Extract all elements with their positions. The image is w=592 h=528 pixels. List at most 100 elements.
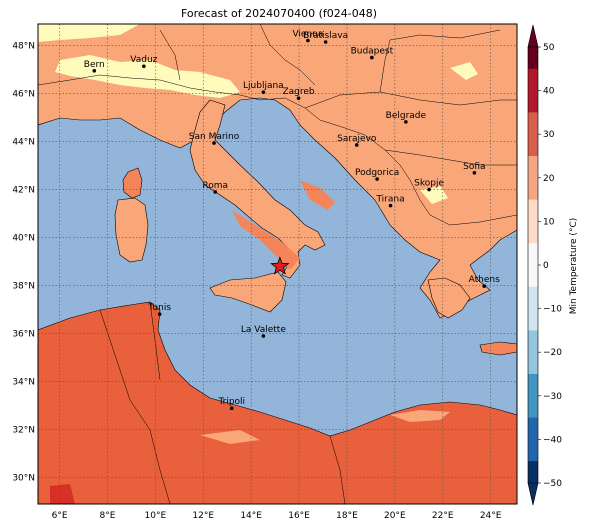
longitude-tick-labels: 6°E 8°E 10°E 12°E 14°E 16°E 18°E 20°E 22°E 24°E — [52, 511, 502, 521]
map-title: Forecast of 2024070400 (f024-048) — [181, 7, 377, 20]
colorbar-min-arrow — [527, 482, 539, 506]
colorbar-segment — [528, 68, 538, 92]
city-dot — [404, 120, 408, 124]
colorbar-segment — [528, 308, 538, 331]
city-dot — [472, 171, 477, 175]
city-dot — [370, 55, 374, 60]
colorbar-segment — [528, 352, 538, 375]
latitude-tick-label: 44°N — [12, 138, 35, 148]
city-label: Tunis — [147, 303, 171, 313]
longitude-tick-label: 12°E — [192, 511, 214, 521]
latitude-tick-label: 46°N — [12, 90, 35, 100]
event-marker-star-icon — [270, 256, 290, 275]
latitude-tick-label: 42°N — [12, 186, 35, 196]
land-europe — [38, 24, 517, 319]
colorbar-tick-label: −30 — [543, 392, 562, 402]
colorbar-segment — [528, 265, 538, 288]
colorbar-segment — [528, 374, 538, 397]
land-italy — [189, 99, 326, 279]
colorbar-segment — [528, 461, 538, 484]
latitude-tick-label: 30°N — [12, 474, 35, 484]
colorbar-segment — [528, 134, 538, 157]
city-label: Vaduz — [130, 55, 157, 65]
colorbar-segment — [528, 286, 538, 310]
city-dot — [375, 177, 379, 181]
longitude-tick-label: 10°E — [145, 511, 167, 521]
city-dot — [427, 187, 431, 192]
city-label: Skopje — [414, 179, 444, 189]
longitude-tick-label: 16°E — [288, 511, 310, 521]
land-africa — [38, 301, 517, 504]
colorbar-segment — [528, 243, 538, 266]
colorbar-segment — [528, 90, 538, 113]
longitude-tick-label: 18°E — [336, 511, 358, 521]
cool-patch-balkans-2 — [420, 186, 448, 204]
land-corsica — [122, 167, 143, 199]
colorbar-segment — [528, 395, 538, 419]
hot-patch-africa-1 — [50, 484, 75, 504]
land-sicily — [209, 271, 287, 313]
colorbar-segment — [528, 177, 538, 201]
city-label: Athens — [469, 275, 500, 285]
city-label: Bratislava — [303, 31, 348, 41]
city-label: Podgorica — [355, 168, 399, 178]
latitude-tick-label: 40°N — [12, 234, 35, 244]
warm-patch-adriatic — [300, 180, 335, 210]
colorbar-tick-label: −40 — [543, 435, 562, 445]
colorbar-segment — [528, 47, 538, 70]
city-dot — [157, 312, 162, 316]
latitude-tick-labels: 48°N 46°N 44°N 42°N 40°N 38°N 36°N 34°N 32°N 30°N — [12, 42, 35, 484]
latitude-tick-label: 34°N — [12, 378, 35, 388]
longitude-tick-label: 6°E — [52, 511, 68, 521]
country-borders — [38, 24, 517, 504]
colorbar-max-arrow — [527, 24, 539, 48]
colorbar-segment — [528, 199, 538, 222]
colorbar-tick-label: 20 — [543, 174, 555, 184]
graticule — [38, 24, 517, 504]
latitude-tick-label: 48°N — [12, 42, 35, 52]
city-label: Zagreb — [282, 87, 314, 97]
cool-patch-north — [38, 24, 140, 42]
city-label: Roma — [202, 181, 228, 191]
colorbar-segment — [528, 417, 538, 440]
longitude-tick-label: 8°E — [99, 511, 115, 521]
longitude-tick-label: 24°E — [480, 511, 502, 521]
colorbar-tick-label: 10 — [543, 217, 555, 227]
city-dot — [296, 96, 301, 100]
city-dot — [213, 190, 218, 194]
colorbar-tick-label: 40 — [543, 87, 555, 97]
land-crete — [479, 341, 517, 356]
longitude-tick-label: 14°E — [240, 511, 262, 521]
city-dot — [354, 143, 359, 147]
city-label: Sofia — [463, 162, 485, 172]
colorbar-segment — [528, 156, 538, 179]
city-label: Budapest — [351, 47, 394, 57]
colorbar-label: Min Temperature (°C) — [569, 218, 579, 315]
colorbar-tick-label: 50 — [543, 43, 555, 53]
colorbar-segment — [528, 221, 538, 244]
city-label: Tirana — [375, 195, 404, 205]
land-greece-south — [427, 277, 471, 319]
warm-patch-italy — [232, 210, 300, 270]
colorbar-tick-label: 30 — [543, 130, 555, 140]
latitude-tick-label: 32°N — [12, 426, 35, 436]
colorbar-tick-label: −50 — [543, 479, 562, 489]
colorbar-tick-label: −20 — [543, 348, 562, 358]
city-dot — [229, 406, 234, 411]
colorbar-segment — [528, 330, 538, 353]
city-dot — [92, 69, 97, 73]
colorbar-tick-label: 0 — [543, 261, 549, 271]
city-dot — [261, 90, 266, 94]
city-label: Tripoli — [217, 397, 245, 407]
latitude-tick-label: 36°N — [12, 330, 35, 340]
city-label: Belgrade — [386, 111, 427, 121]
latitude-tick-label: 38°N — [12, 282, 35, 292]
city-dot — [323, 40, 328, 44]
colorbar-segment — [528, 439, 538, 462]
hot-patch-africa-3 — [200, 430, 260, 444]
land-sardinia — [114, 197, 149, 263]
city-dot — [388, 203, 393, 208]
